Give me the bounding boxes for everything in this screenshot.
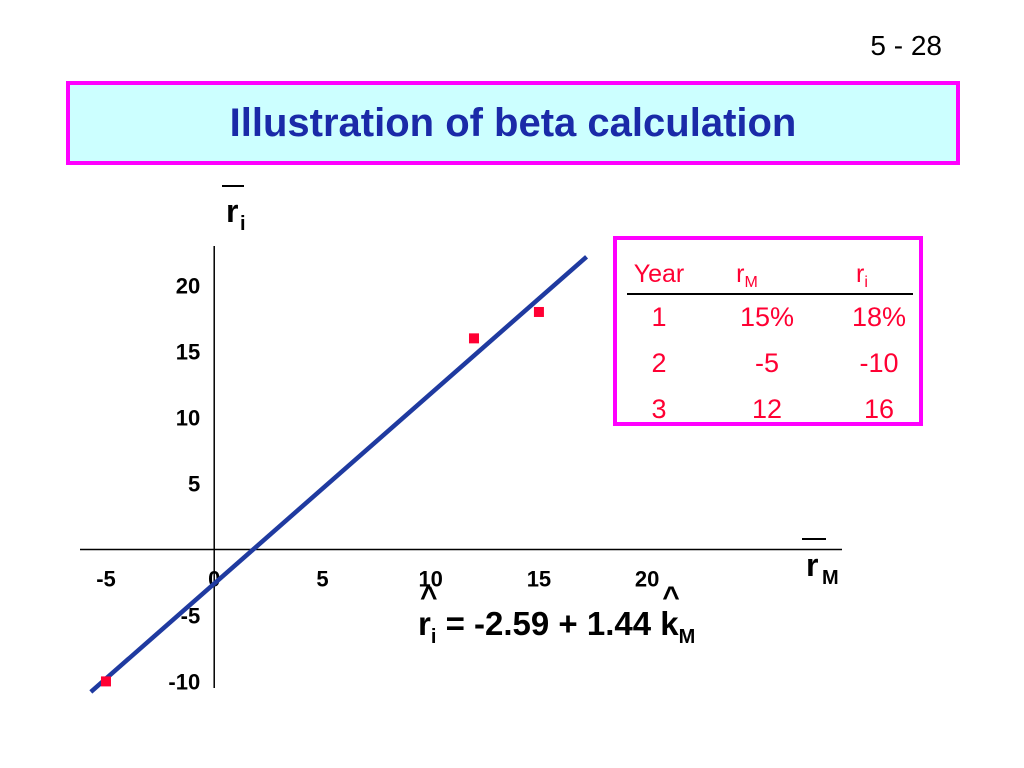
y-tick-label: 20	[176, 274, 200, 299]
table-header: ri	[856, 260, 868, 291]
regression-line	[89, 255, 589, 694]
table-cell: 12	[752, 394, 782, 422]
hat-symbol: ^	[420, 581, 438, 614]
page-number: 5 - 28	[870, 30, 942, 61]
table-cell: 1	[651, 302, 666, 332]
equation-rhs: ^ kM	[660, 581, 696, 649]
table-header-subscript: i	[864, 274, 868, 291]
y-tick-label: 10	[176, 406, 200, 431]
regression-line-group	[89, 255, 589, 694]
returns-table: Year rM ri 1 15% 18% 2 -5 -10 3 12 16	[613, 236, 923, 426]
table-cell: 2	[651, 348, 666, 378]
equation-rhs-symbol: k	[660, 605, 679, 642]
axis-labels: r ir M	[222, 185, 839, 589]
slide-title: Illustration of beta calculation	[229, 100, 797, 145]
table-header: rM	[736, 260, 758, 291]
y-tick-label: -10	[168, 669, 200, 694]
y-axis-label-subscript: i	[240, 213, 246, 235]
equation-middle: = -2.59 + 1.44	[436, 605, 661, 642]
table-cell: 15%	[740, 302, 794, 332]
x-tick-label: 10	[418, 566, 442, 591]
equation-lhs: ^ ri	[418, 581, 438, 649]
data-point	[468, 333, 479, 344]
table-cell: 3	[651, 394, 666, 422]
x-axis-label: r	[806, 547, 818, 583]
equation-rhs-subscript: M	[678, 626, 696, 648]
data-points	[100, 306, 544, 687]
data-point	[100, 676, 111, 687]
hat-symbol: ^	[662, 581, 680, 614]
x-axis-label-subscript: M	[822, 567, 839, 589]
returns-table-grid: Year rM ri 1 15% 18% 2 -5 -10 3 12 16	[627, 260, 913, 424]
equation-lhs-symbol: r	[418, 605, 431, 642]
table-cell: -10	[859, 348, 898, 378]
title-box: Illustration of beta calculation	[66, 81, 960, 165]
table-cell: 16	[864, 394, 894, 422]
table-cell: -5	[755, 348, 779, 378]
table-header-subscript: M	[745, 274, 758, 291]
table-cell: 18%	[852, 302, 906, 332]
y-tick-label: 15	[176, 340, 200, 365]
x-tick-label: 15	[527, 566, 551, 591]
y-axis-label: r	[226, 193, 238, 229]
x-tick-label: 5	[316, 566, 328, 591]
regression-equation: ^ ri = -2.59 + 1.44 ^ kM	[418, 581, 696, 649]
equation-lhs-subscript: i	[430, 626, 437, 648]
table-header: Year	[634, 260, 685, 288]
y-tick-label: 5	[188, 471, 200, 496]
chart-axes	[80, 246, 842, 688]
x-tick-label: -5	[96, 566, 116, 591]
x-tick-label: 20	[635, 566, 659, 591]
data-point	[533, 306, 544, 317]
